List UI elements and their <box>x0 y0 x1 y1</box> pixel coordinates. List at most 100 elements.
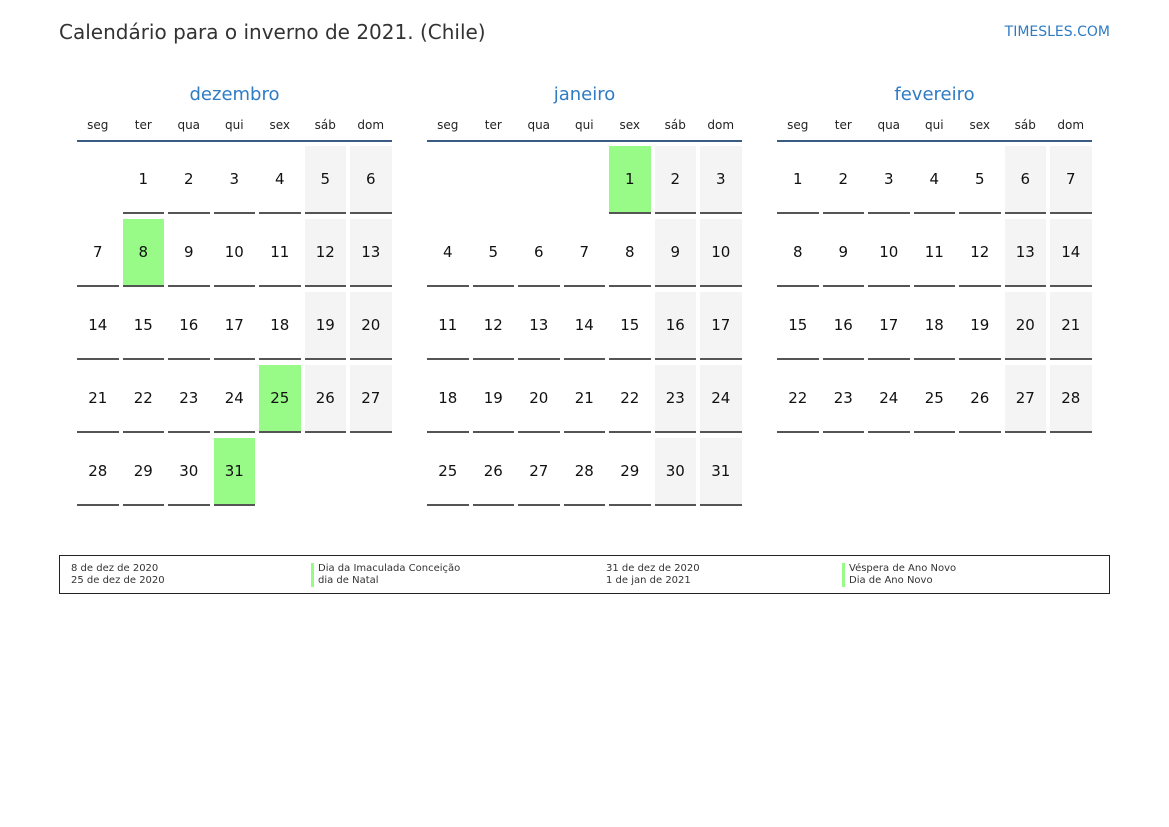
day-cell[interactable]: 22 <box>122 365 164 433</box>
day-cell[interactable]: 18 <box>913 292 955 360</box>
day-cell[interactable]: 26 <box>472 438 514 506</box>
day-cell[interactable]: 18 <box>259 292 301 360</box>
day-cell[interactable]: 9 <box>168 219 210 287</box>
day-cell[interactable]: 12 <box>472 292 514 360</box>
weekday-label: seg <box>787 118 809 132</box>
day-cell[interactable]: 11 <box>427 292 469 360</box>
day-cell[interactable]: 3 <box>700 146 742 214</box>
day-cell[interactable]: 29 <box>609 438 651 506</box>
day-cell[interactable]: 25 <box>259 365 301 433</box>
day-cell[interactable]: 4 <box>913 146 955 214</box>
day-cell[interactable]: 14 <box>77 292 119 360</box>
legend-date: 1 de jan de 2021 <box>606 575 691 586</box>
day-cell[interactable]: 23 <box>654 365 696 433</box>
day-cell[interactable]: 17 <box>213 292 255 360</box>
day-cell[interactable]: 31 <box>700 438 742 506</box>
day-cell[interactable]: 4 <box>427 219 469 287</box>
day-cell[interactable]: 3 <box>213 146 255 214</box>
day-cell[interactable]: 12 <box>959 219 1001 287</box>
day-cell[interactable]: 22 <box>609 365 651 433</box>
day-cell[interactable]: 10 <box>868 219 910 287</box>
day-cell[interactable]: 21 <box>1050 292 1092 360</box>
day-cell[interactable]: 1 <box>777 146 819 214</box>
day-cell[interactable]: 12 <box>304 219 346 287</box>
day-cell[interactable]: 18 <box>427 365 469 433</box>
day-cell[interactable]: 14 <box>1050 219 1092 287</box>
weekday-label: ter <box>484 118 502 132</box>
month-dezembro: dezembro seg ter qua qui sex sáb dom 1 2 3 4 5 6 7 8 9 10… <box>77 84 392 506</box>
weekday-label: sáb <box>314 118 336 132</box>
day-cell[interactable]: 7 <box>77 219 119 287</box>
day-cell[interactable]: 13 <box>350 219 392 287</box>
day-cell[interactable]: 16 <box>822 292 864 360</box>
day-cell[interactable]: 30 <box>168 438 210 506</box>
day-cell[interactable]: 17 <box>868 292 910 360</box>
day-cell[interactable]: 16 <box>168 292 210 360</box>
day-cell[interactable]: 2 <box>168 146 210 214</box>
day-cell[interactable]: 11 <box>259 219 301 287</box>
day-cell[interactable]: 13 <box>518 292 560 360</box>
day-cell[interactable]: 7 <box>1050 146 1092 214</box>
day-cell[interactable]: 20 <box>1004 292 1046 360</box>
day-cell[interactable]: 20 <box>350 292 392 360</box>
day-cell[interactable]: 2 <box>654 146 696 214</box>
day-cell[interactable]: 1 <box>609 146 651 214</box>
day-cell[interactable]: 30 <box>654 438 696 506</box>
day-cell[interactable]: 5 <box>959 146 1001 214</box>
day-cell[interactable]: 13 <box>1004 219 1046 287</box>
day-cell[interactable]: 25 <box>913 365 955 433</box>
day-cell[interactable]: 20 <box>518 365 560 433</box>
day-cell[interactable]: 24 <box>868 365 910 433</box>
day-cell[interactable]: 22 <box>777 365 819 433</box>
day-cell[interactable]: 7 <box>563 219 605 287</box>
day-cell[interactable]: 26 <box>304 365 346 433</box>
day-cell[interactable]: 5 <box>472 219 514 287</box>
day-cell[interactable]: 28 <box>1050 365 1092 433</box>
day-cell[interactable]: 28 <box>563 438 605 506</box>
day-cell[interactable]: 31 <box>213 438 255 506</box>
day-cell[interactable]: 16 <box>654 292 696 360</box>
day-cell[interactable]: 24 <box>700 365 742 433</box>
day-cell[interactable]: 8 <box>777 219 819 287</box>
day-cell[interactable]: 15 <box>122 292 164 360</box>
day-cell[interactable]: 25 <box>427 438 469 506</box>
day-cell[interactable]: 5 <box>304 146 346 214</box>
day-cell[interactable]: 21 <box>77 365 119 433</box>
day-cell[interactable]: 24 <box>213 365 255 433</box>
day-cell[interactable]: 10 <box>700 219 742 287</box>
day-cell[interactable]: 15 <box>609 292 651 360</box>
day-cell[interactable]: 23 <box>822 365 864 433</box>
day-cell[interactable]: 1 <box>122 146 164 214</box>
weekday-label: dom <box>707 118 735 132</box>
day-cell[interactable]: 26 <box>959 365 1001 433</box>
day-cell[interactable]: 8 <box>609 219 651 287</box>
day-cell[interactable]: 29 <box>122 438 164 506</box>
day-cell[interactable]: 6 <box>518 219 560 287</box>
day-cell[interactable]: 19 <box>959 292 1001 360</box>
day-cell[interactable]: 6 <box>350 146 392 214</box>
day-cell[interactable]: 23 <box>168 365 210 433</box>
weekday-label: sáb <box>664 118 686 132</box>
day-cell[interactable]: 21 <box>563 365 605 433</box>
day-cell[interactable]: 15 <box>777 292 819 360</box>
day-cell[interactable]: 9 <box>654 219 696 287</box>
day-cell[interactable]: 10 <box>213 219 255 287</box>
day-cell[interactable]: 27 <box>1004 365 1046 433</box>
weekday-label: qui <box>574 118 594 132</box>
day-cell[interactable]: 28 <box>77 438 119 506</box>
day-cell[interactable]: 17 <box>700 292 742 360</box>
day-cell[interactable]: 6 <box>1004 146 1046 214</box>
day-cell[interactable]: 11 <box>913 219 955 287</box>
day-cell[interactable]: 4 <box>259 146 301 214</box>
brand-link[interactable]: TIMESLES.COM <box>1004 24 1110 40</box>
day-cell[interactable]: 27 <box>518 438 560 506</box>
day-cell[interactable]: 14 <box>563 292 605 360</box>
day-cell[interactable]: 27 <box>350 365 392 433</box>
day-cell[interactable]: 19 <box>304 292 346 360</box>
day-cell[interactable]: 8 <box>122 219 164 287</box>
day-cell[interactable]: 9 <box>822 219 864 287</box>
day-cell[interactable]: 19 <box>472 365 514 433</box>
day-cell[interactable]: 2 <box>822 146 864 214</box>
legend-holiday: dia de Natal <box>311 575 379 587</box>
day-cell[interactable]: 3 <box>868 146 910 214</box>
